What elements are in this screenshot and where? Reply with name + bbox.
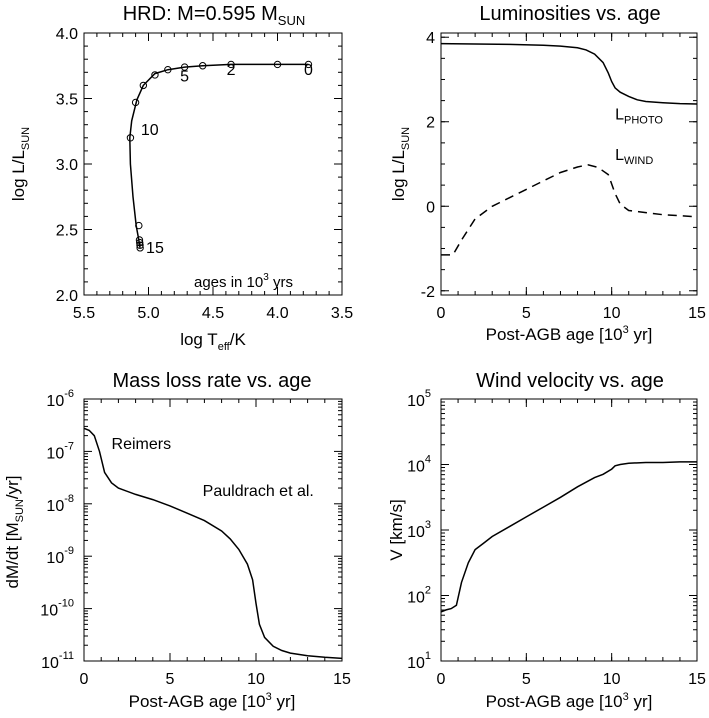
mdot-annotations: Reimers Pauldrach et al. bbox=[112, 436, 314, 500]
hrd-x-tick-label: 3.5 bbox=[331, 305, 353, 322]
hrd-age-marker bbox=[135, 236, 144, 244]
lum-title: Luminosities vs. age bbox=[479, 3, 660, 25]
hrd-y-tick-label: 4.0 bbox=[56, 26, 78, 43]
vinf-x-axis-label: Post-AGB age [103 yr] bbox=[486, 691, 653, 711]
hrd-y-tick-label: 2.0 bbox=[56, 288, 78, 305]
lum-plot-frame bbox=[440, 32, 698, 296]
vinf-y-axis-label: V [km/s] bbox=[387, 499, 406, 560]
mdot-title: Mass loss rate vs. age bbox=[113, 370, 312, 392]
hrd-annotations: 0 2 5 10 15 bbox=[141, 62, 313, 257]
lum-wind-line bbox=[441, 164, 698, 256]
mdot-y-tick-label: 10-6 bbox=[46, 388, 74, 410]
hrd-age-marker bbox=[151, 71, 159, 79]
vinf-x-tick-label: 10 bbox=[603, 671, 621, 688]
lum-x-axis-label: Post-AGB age [103 yr] bbox=[486, 324, 653, 344]
hrd-age-marker bbox=[135, 221, 143, 230]
lum-y-tick-label: -2 bbox=[421, 284, 435, 301]
vinf-y-tick-label: 101 bbox=[407, 650, 431, 672]
vinf-line bbox=[440, 461, 697, 613]
mdot-y-axis-label: dM/dt [MSUN/yr] bbox=[3, 476, 26, 589]
lum-y-tick-label: 2 bbox=[426, 115, 435, 132]
mdot-y-tick-label: 10-11 bbox=[41, 650, 74, 672]
hrd-y-tick-label: 3.5 bbox=[56, 92, 78, 109]
hrd-age-label: 10 bbox=[141, 122, 159, 139]
hrd-y-tick-label: 3.0 bbox=[56, 157, 78, 174]
hrd-age-label: 15 bbox=[146, 240, 164, 257]
lum-y-axis-label: log L/LSUN bbox=[389, 127, 412, 201]
mdot-x-axis-label: Post-AGB age [103 yr] bbox=[129, 691, 296, 711]
vinf-axes: 0 5 10 15 101 102 103 104 105 bbox=[407, 388, 706, 688]
hrd-age-marker bbox=[126, 134, 135, 142]
hrd-age-marker bbox=[273, 60, 282, 69]
vinf-x-tick-label: 15 bbox=[688, 671, 706, 688]
vinf-x-tick-label: 5 bbox=[522, 671, 531, 688]
mdot-x-tick-label: 15 bbox=[333, 671, 351, 688]
hrd-age-marker bbox=[304, 60, 313, 69]
hrd-age-marker bbox=[164, 65, 172, 74]
lum-series-label: LWIND bbox=[615, 147, 653, 167]
hrd-lines bbox=[129, 63, 309, 248]
mdot-y-tick-label: 10-9 bbox=[46, 545, 74, 567]
hrd-y-axis-label: log L/LSUN bbox=[9, 127, 32, 201]
mdot-x-tick-label: 0 bbox=[80, 671, 89, 688]
mdot-plot-frame bbox=[83, 398, 343, 662]
hrd-age-marker bbox=[131, 98, 140, 107]
lum-y-tick-label: 4 bbox=[426, 30, 435, 47]
mdot-annotation: Pauldrach et al. bbox=[203, 483, 314, 500]
vinf-y-tick-label: 105 bbox=[407, 388, 431, 410]
hrd-track-line bbox=[129, 63, 309, 248]
vinf-panel: Wind velocity vs. age 0 5 10 15 101 102 103 104… bbox=[387, 370, 706, 711]
hrd-ages-note: ages in 103 yrs bbox=[194, 272, 293, 291]
mdot-y-tick-label: 10-7 bbox=[46, 440, 74, 462]
mdot-annotation: Reimers bbox=[112, 436, 172, 453]
lum-x-tick-label: 0 bbox=[437, 305, 446, 322]
lum-x-tick-label: 5 bbox=[522, 305, 531, 322]
lum-x-tick-label: 15 bbox=[688, 305, 706, 322]
hrd-panel: HRD: M=0.595 MSUN 5.5 5.0 4.5 4.0 3.5 2.0 2.5 3… bbox=[9, 3, 353, 353]
hrd-title: HRD: M=0.595 MSUN bbox=[123, 3, 306, 28]
hrd-markers bbox=[126, 60, 313, 252]
hrd-age-marker bbox=[136, 244, 144, 252]
mdot-x-tick-label: 5 bbox=[166, 671, 175, 688]
hrd-x-axis-label: log Teff/K bbox=[180, 330, 246, 353]
vinf-x-tick-label: 0 bbox=[437, 671, 446, 688]
mdot-lines bbox=[83, 427, 343, 660]
hrd-age-marker bbox=[136, 241, 144, 249]
hrd-age-label: 5 bbox=[180, 68, 189, 85]
mdot-y-tick-label: 10-10 bbox=[40, 598, 74, 620]
hrd-age-marker bbox=[198, 62, 207, 70]
hrd-x-tick-label: 5.0 bbox=[137, 305, 159, 322]
vinf-y-tick-label: 104 bbox=[407, 454, 431, 476]
mdot-line bbox=[83, 427, 343, 660]
mdot-x-tick-label: 10 bbox=[247, 671, 265, 688]
hrd-x-tick-label: 5.5 bbox=[73, 305, 95, 322]
lum-y-tick-label: 0 bbox=[426, 199, 435, 216]
hrd-age-marker bbox=[136, 238, 144, 247]
hrd-age-label: 2 bbox=[227, 62, 236, 79]
hrd-x-tick-label: 4.0 bbox=[266, 305, 288, 322]
mdot-panel: Mass loss rate vs. age 0 5 10 15 10-11 10-10 1… bbox=[3, 370, 351, 711]
lum-x-tick-label: 10 bbox=[603, 305, 621, 322]
vinf-y-tick-label: 103 bbox=[407, 519, 431, 541]
vinf-y-tick-label: 102 bbox=[407, 585, 431, 607]
hrd-age-marker bbox=[227, 60, 235, 69]
lum-series-labels: LPHOTO LWIND bbox=[615, 107, 663, 167]
mdot-y-tick-label: 10-8 bbox=[46, 493, 74, 515]
mdot-axes: 0 5 10 15 10-11 10-10 10-9 10-8 10-7 10-6 bbox=[40, 388, 351, 688]
hrd-age-marker bbox=[180, 63, 189, 71]
vinf-title: Wind velocity vs. age bbox=[476, 370, 664, 392]
hrd-x-tick-label: 4.5 bbox=[202, 305, 224, 322]
hrd-y-tick-label: 2.5 bbox=[56, 223, 78, 240]
hrd-axes: 5.5 5.0 4.5 4.0 3.5 2.0 2.5 3.0 3.5 4.0 bbox=[56, 26, 353, 322]
vinf-plot-frame bbox=[440, 398, 698, 662]
hrd-age-label: 0 bbox=[304, 62, 313, 79]
vinf-lines bbox=[440, 461, 697, 613]
hrd-age-marker bbox=[139, 81, 148, 90]
lum-series-label: LPHOTO bbox=[615, 107, 663, 127]
lum-photo-line bbox=[440, 42, 698, 105]
lum-lines bbox=[440, 42, 698, 256]
